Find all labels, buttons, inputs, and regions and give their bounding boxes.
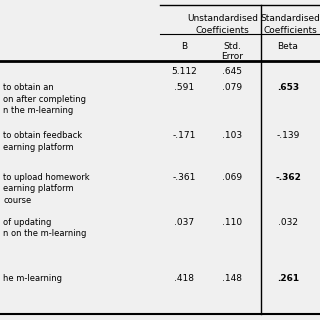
Text: Standardised
Coefficients: Standardised Coefficients [260,14,320,35]
Text: to obtain feedback
earning platform: to obtain feedback earning platform [3,131,82,152]
Text: .069: .069 [222,173,242,182]
Text: -.361: -.361 [172,173,196,182]
Text: B: B [181,42,187,51]
Text: .645: .645 [222,67,242,76]
Text: he m-learning: he m-learning [3,274,62,283]
Text: .591: .591 [174,83,194,92]
Text: .653: .653 [277,83,299,92]
Text: of updating
n on the m-learning: of updating n on the m-learning [3,218,87,238]
Text: .148: .148 [222,274,242,283]
Text: Beta: Beta [277,42,299,51]
Text: -.171: -.171 [172,131,196,140]
Text: -.362: -.362 [275,173,301,182]
Text: .261: .261 [277,274,299,283]
Text: .079: .079 [222,83,242,92]
Text: .103: .103 [222,131,242,140]
Text: .032: .032 [278,218,298,227]
Text: .037: .037 [174,218,194,227]
Text: 5.112: 5.112 [171,67,197,76]
Text: .418: .418 [174,274,194,283]
Text: .110: .110 [222,218,242,227]
Text: to upload homework
earning platform
course: to upload homework earning platform cour… [3,173,90,205]
Text: to obtain an
on after completing
n the m-learning: to obtain an on after completing n the m… [3,83,86,115]
Text: Unstandardised
Coefficients: Unstandardised Coefficients [187,14,258,35]
Text: Std.
Error: Std. Error [221,42,243,61]
Text: -.139: -.139 [276,131,300,140]
